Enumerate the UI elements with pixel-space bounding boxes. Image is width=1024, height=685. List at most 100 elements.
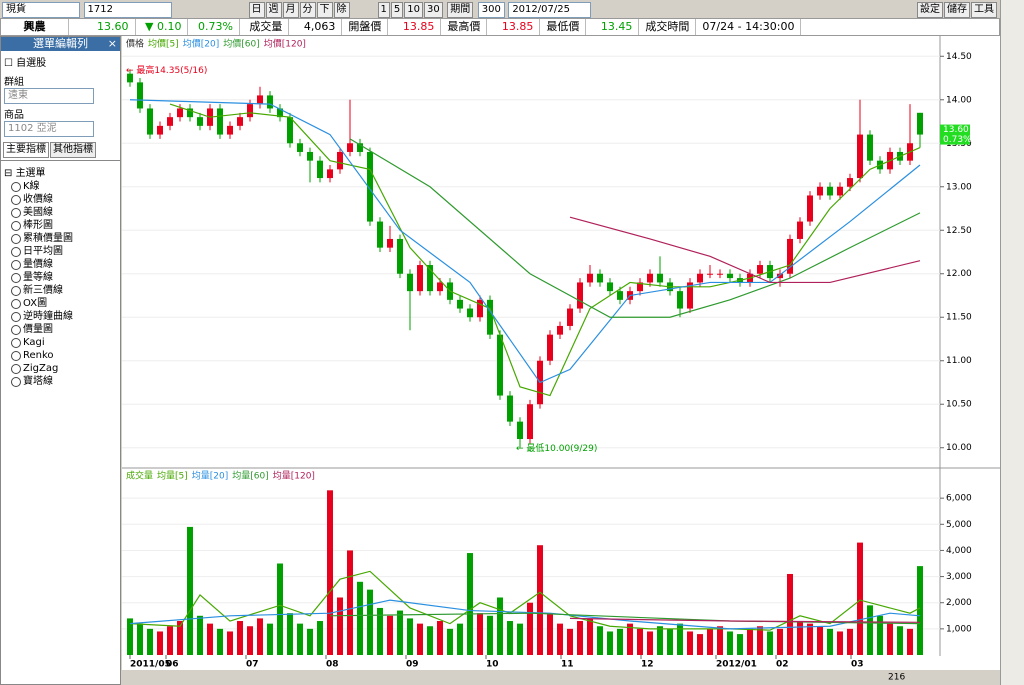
period-button[interactable]: 週: [265, 2, 282, 18]
period-button[interactable]: 除: [333, 2, 350, 18]
candle-body: [697, 273, 703, 283]
volume-bar: [437, 621, 443, 655]
candle-body: [917, 112, 923, 135]
legend-label: 價格: [126, 38, 144, 50]
x-tick-label: 08: [326, 660, 339, 670]
annotation: ← 最高14.35(5/16): [126, 64, 207, 76]
candle-body: [717, 273, 723, 275]
volume-bar: [887, 623, 893, 655]
tree-item[interactable]: 新三價線: [1, 284, 120, 297]
candle-body: [307, 151, 313, 161]
volume-bar: [167, 626, 173, 655]
tree-item[interactable]: 寶塔線: [1, 375, 120, 388]
candle-body: [187, 108, 193, 118]
tree-item[interactable]: 價量圖: [1, 323, 120, 336]
candle-body: [567, 308, 573, 326]
tree-item[interactable]: Renko: [1, 349, 120, 362]
scrollbar[interactable]: [122, 670, 1000, 685]
volume-bar: [617, 628, 623, 655]
field-label: 成交時間: [639, 19, 697, 35]
tree-item[interactable]: 量價線: [1, 258, 120, 271]
field-label: 成交量: [243, 19, 290, 35]
action-button[interactable]: 儲存: [944, 2, 970, 18]
watchlist-label: 自選股: [16, 58, 47, 69]
tab[interactable]: 其他指標: [50, 142, 96, 158]
ma-line: [169, 103, 921, 397]
volume-bar: [337, 597, 343, 655]
volume-bar: [227, 631, 233, 655]
period-label[interactable]: 期間: [447, 2, 474, 18]
legend-entry: 均價[5]: [148, 38, 179, 50]
legend-entry: 均量[20]: [192, 470, 228, 482]
candle-body: [707, 273, 713, 275]
watchlist-check[interactable]: ☐ 自選股: [4, 58, 47, 69]
candle-body: [297, 143, 303, 152]
volume-bar: [277, 563, 283, 655]
market-select[interactable]: 現貨: [2, 2, 80, 18]
candle-body: [637, 282, 643, 292]
volume-bar: [797, 621, 803, 655]
y-tick-label: 3,000: [946, 572, 972, 582]
tab[interactable]: 主要指標: [3, 142, 49, 158]
tree-item[interactable]: 美國線: [1, 206, 120, 219]
y-tick-label: 12.00: [946, 269, 972, 279]
interval-button[interactable]: 10: [404, 2, 423, 18]
volume-bar: [577, 621, 583, 655]
x-tick-label: 06: [166, 660, 179, 670]
volume-bar: [407, 618, 413, 655]
tree-item[interactable]: OX圖: [1, 297, 120, 310]
period-button[interactable]: 月: [282, 2, 299, 18]
volume-bar: [827, 628, 833, 655]
interval-button[interactable]: 1: [377, 2, 390, 18]
volume-bar: [457, 623, 463, 655]
volume-bar: [387, 615, 393, 655]
volume-bar: [627, 623, 633, 655]
action-button[interactable]: 設定: [917, 2, 943, 18]
field-label: 最低價: [540, 19, 587, 35]
tree-items: K線 收價線 美國線 棒形圖 累積價量圖 日平均圖 量價線 量等線 新三價線 OX圖 逆時鐘曲線 價量…: [1, 180, 120, 388]
volume-bar: [597, 626, 603, 655]
code-input[interactable]: 1712: [83, 2, 172, 18]
change-pct: 0.73%: [192, 19, 240, 35]
period-button[interactable]: 日: [248, 2, 265, 18]
x-tick-label: 09: [406, 660, 419, 670]
y-tick-label: 14.00: [946, 95, 972, 105]
volume-bar: [197, 615, 203, 655]
volume-bar: [877, 615, 883, 655]
tree-item[interactable]: 逆時鐘曲線: [1, 310, 120, 323]
tree-item[interactable]: 棒形圖: [1, 219, 120, 232]
close-button[interactable]: ×: [107, 37, 117, 50]
field-label: 開盤價: [342, 19, 389, 35]
group-select[interactable]: 遠東: [4, 88, 94, 104]
tree-item[interactable]: 量等線: [1, 271, 120, 284]
candle-body: [147, 108, 153, 135]
volume-bar: [367, 589, 373, 655]
period-button[interactable]: 下: [316, 2, 333, 18]
candle-body: [597, 273, 603, 283]
candle-body: [677, 291, 683, 309]
tree-item[interactable]: Kagi: [1, 336, 120, 349]
period-button[interactable]: 分: [299, 2, 316, 18]
date-input[interactable]: 2012/07/25: [508, 2, 592, 18]
interval-button[interactable]: 30: [423, 2, 443, 18]
tree-item[interactable]: K線: [1, 180, 120, 193]
scroll-value: 216: [888, 673, 905, 683]
field-value: 07/24 - 14:30:00: [696, 19, 802, 35]
tree-item[interactable]: 日平均圖: [1, 245, 120, 258]
ma-line: [569, 617, 921, 623]
toolbar: 現貨 1712 日週月分下除 1 5 10 30 期間 300 2012/07/25 …: [0, 0, 1000, 18]
product-select[interactable]: 1102 亞泥: [4, 121, 94, 137]
volume-bar: [477, 613, 483, 655]
tree-root[interactable]: ⊟ 主選單: [4, 168, 46, 179]
volume-bar: [727, 631, 733, 655]
action-button[interactable]: 工具: [971, 2, 997, 18]
interval-button[interactable]: 5: [390, 2, 404, 18]
product-row: 商品 1102 亞泥: [1, 105, 120, 138]
tree-item[interactable]: ZigZag: [1, 362, 120, 375]
volume-bar: [377, 607, 383, 655]
tree-item[interactable]: 累積價量圖: [1, 232, 120, 245]
candle-body: [247, 104, 253, 118]
count-input[interactable]: 300: [477, 2, 505, 18]
tree-item[interactable]: 收價線: [1, 193, 120, 206]
right-tools: [1000, 0, 1024, 685]
